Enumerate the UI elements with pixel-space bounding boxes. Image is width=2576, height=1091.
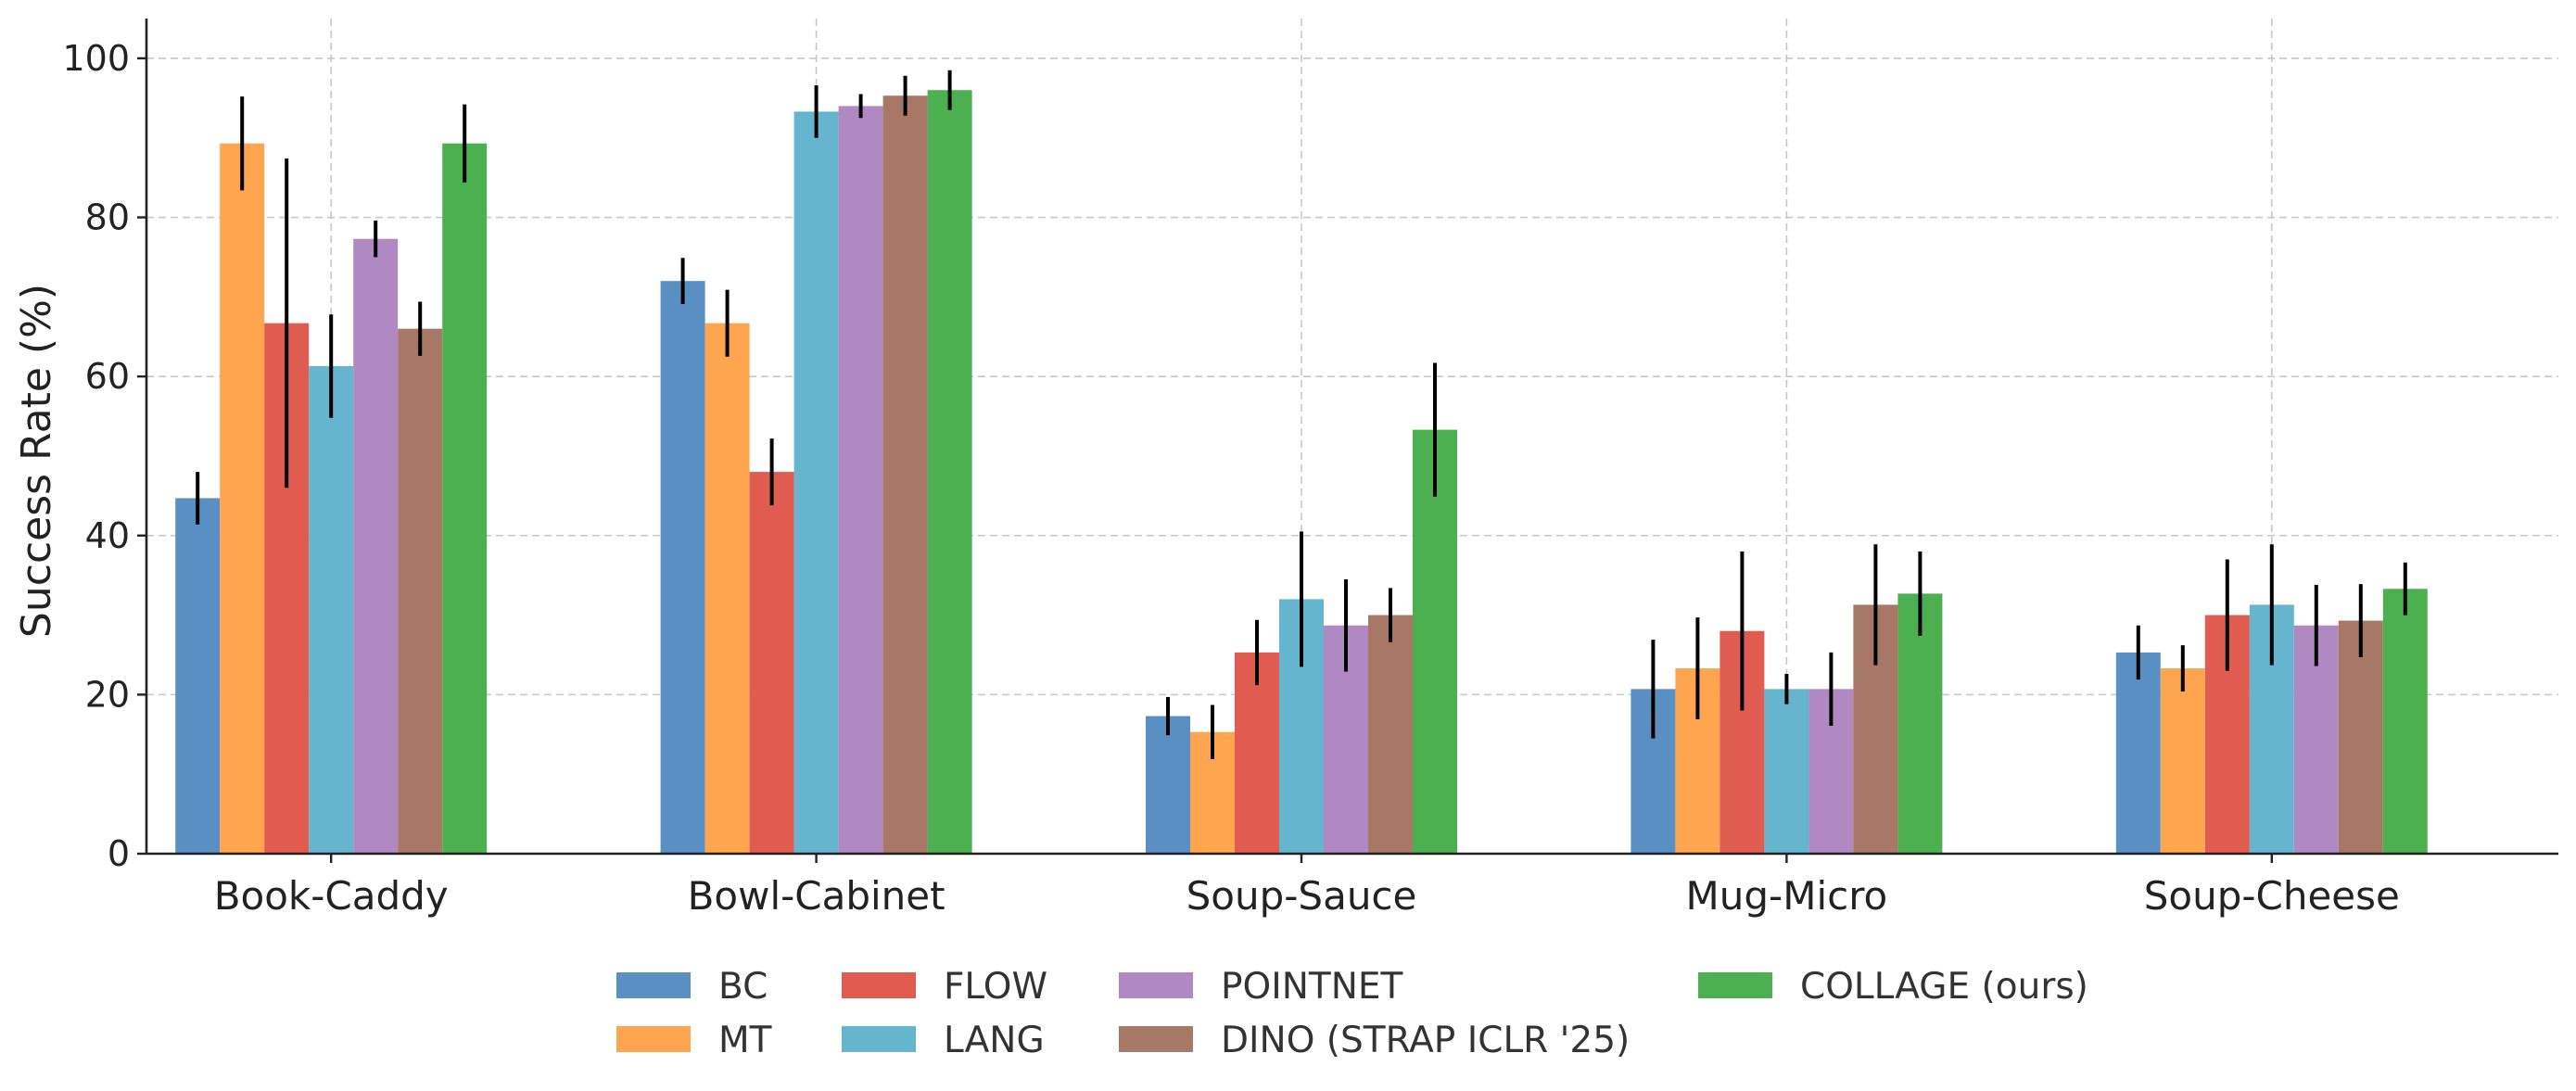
y-axis-title: Success Rate (%): [13, 284, 60, 638]
y-tick-labels: 0 20 40 60 80 100: [62, 38, 146, 874]
axes: [145, 19, 2558, 856]
bar: [398, 328, 443, 855]
bar: [175, 498, 221, 854]
legend-label: FLOW: [944, 966, 1047, 1008]
bar: [1897, 593, 1943, 854]
legend-label: POINTNET: [1221, 966, 1403, 1008]
x-tick-label: Soup-Sauce: [1186, 873, 1417, 919]
y-tick-label: 100: [62, 38, 130, 79]
bar: [704, 323, 750, 854]
bar: [882, 95, 928, 855]
x-tick-label: Soup-Cheese: [2144, 873, 2400, 919]
legend-label: BC: [718, 966, 768, 1008]
bar: [2382, 589, 2428, 854]
bars: [175, 90, 2428, 855]
legend: BC MT FLOW LANG POINTNET DINO (STRAP ICLR '25…: [616, 966, 2088, 1061]
y-tick-label: 40: [85, 515, 130, 556]
bar: [660, 281, 705, 855]
y-tick-label: 60: [85, 356, 130, 397]
bar: [353, 238, 399, 854]
x-tick-label: Book-Caddy: [214, 873, 449, 919]
bar: [838, 106, 883, 854]
bar: [1235, 652, 1279, 854]
error-bars: [196, 70, 2407, 759]
legend-label: DINO (STRAP ICLR '25): [1221, 1020, 1630, 1061]
bar: [1764, 689, 1809, 854]
y-tick-label: 20: [85, 674, 130, 715]
legend-swatch: [1119, 972, 1193, 998]
legend-label: LANG: [944, 1020, 1045, 1061]
x-tick-label: Mug-Micro: [1686, 873, 1888, 919]
legend-swatch: [1119, 1026, 1193, 1052]
bar: [309, 365, 354, 854]
bar: [927, 90, 972, 854]
legend-label: MT: [718, 1020, 772, 1061]
bar: [442, 143, 488, 854]
legend-swatch: [842, 1026, 916, 1052]
bar: [793, 111, 839, 854]
legend-swatch: [616, 1026, 691, 1052]
legend-swatch: [616, 972, 691, 998]
bar: [1413, 429, 1457, 854]
legend-swatch: [1698, 972, 1772, 998]
bar: [2115, 652, 2161, 854]
x-tick-label: Bowl-Cabinet: [688, 873, 945, 919]
bar: [1368, 615, 1413, 854]
x-tick-labels: Book-Caddy Bowl-Cabinet Soup-Sauce Mug-Micr…: [214, 854, 2400, 919]
bar: [1146, 716, 1190, 854]
y-tick-label: 80: [85, 197, 130, 238]
legend-label: COLLAGE (ours): [1800, 966, 2088, 1008]
bar: [2338, 620, 2383, 854]
bar: [749, 472, 794, 854]
bar: [2160, 668, 2205, 854]
legend-swatch: [842, 972, 916, 998]
y-tick-label: 0: [108, 833, 130, 874]
bar: [220, 143, 265, 854]
